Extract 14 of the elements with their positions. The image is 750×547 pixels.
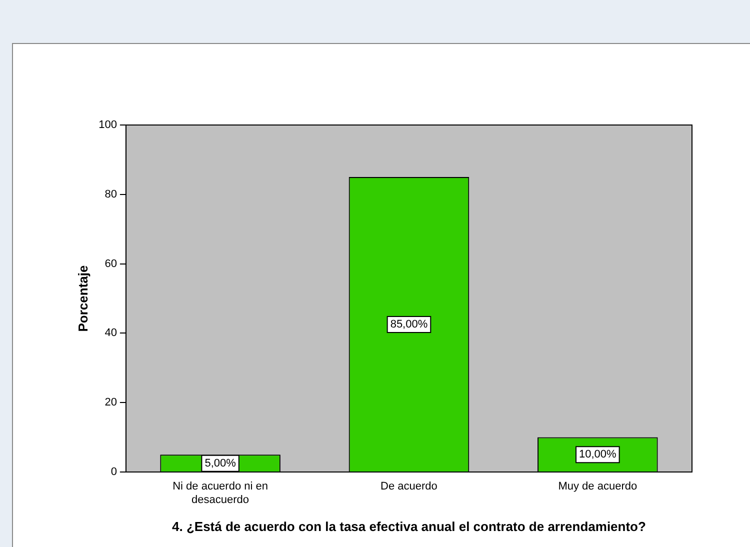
y-tick-label: 100: [98, 119, 117, 132]
data-label: 5,00%: [204, 457, 236, 470]
y-tick-label: 0: [110, 466, 117, 478]
y-tick-label: 40: [104, 327, 117, 340]
y-axis-title: Porcentaje: [75, 265, 90, 332]
y-tick-label: 60: [104, 258, 117, 270]
y-tick-label: 80: [104, 188, 117, 200]
x-tick-label: De acuerdo: [380, 480, 438, 493]
x-axis-title: 4. ¿Está de acuerdo con la tasa efectiva anual el contrato de arrendamiento?: [172, 518, 646, 534]
x-tick-label: Muy de acuerdo: [558, 480, 638, 493]
y-tick-label: 20: [104, 396, 117, 409]
x-tick-label: Ni de acuerdo ni en desacuerdo: [172, 480, 268, 506]
data-label: 10,00%: [579, 448, 617, 461]
data-label: 85,00%: [390, 318, 428, 331]
